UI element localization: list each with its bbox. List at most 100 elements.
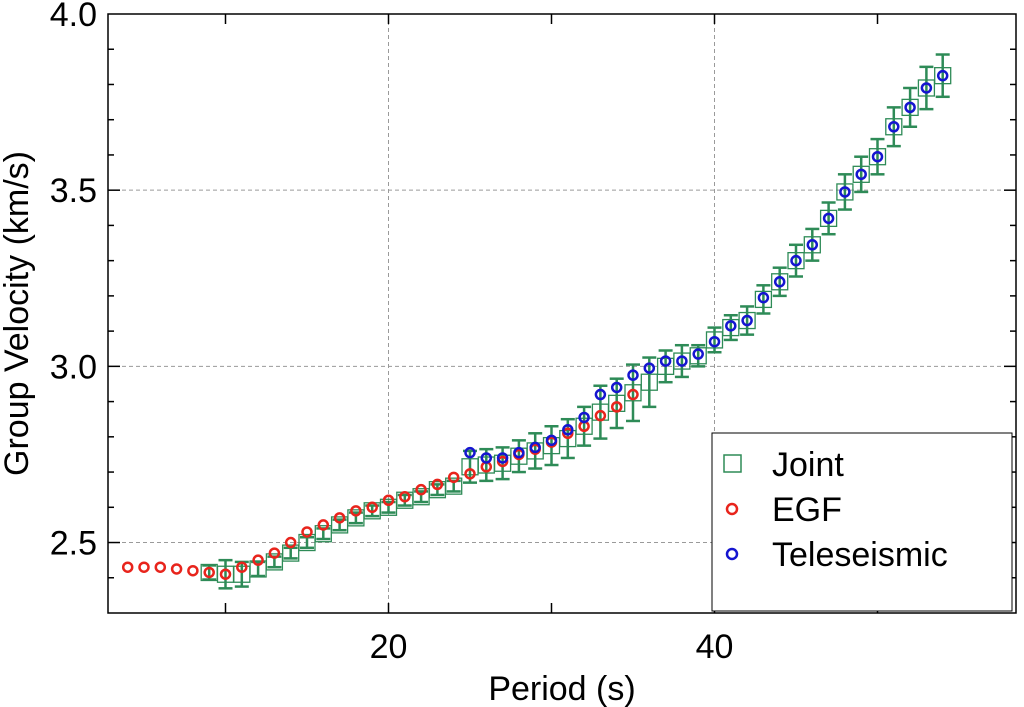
egf-point [284, 536, 297, 549]
egf-point [447, 471, 460, 484]
joint-point [771, 273, 789, 291]
teleseismic-point [594, 388, 607, 401]
teleseismic-point [741, 314, 753, 327]
joint-point [314, 525, 332, 543]
plot-frame [107, 13, 1017, 614]
egf-point [366, 501, 378, 514]
egf-point [138, 561, 150, 573]
teleseismic-point [464, 446, 476, 459]
egf-point [610, 401, 623, 413]
y-tick-label: 4.0 [50, 0, 97, 34]
egf-point [187, 564, 199, 577]
egf-point [203, 566, 215, 579]
teleseismic-point [920, 82, 933, 94]
teleseismic-point [725, 320, 737, 332]
legend-joint-marker [723, 454, 742, 473]
teleseismic-point [513, 446, 525, 459]
teleseismic-point [627, 369, 639, 381]
egf-point [350, 505, 362, 517]
egf-point [170, 563, 183, 575]
egf-point [317, 519, 330, 531]
legend-joint-label: Joint [772, 446, 844, 484]
joint-errorbars [202, 53, 950, 590]
legend-egf-marker [725, 502, 739, 516]
teleseismic-point [480, 452, 493, 464]
y-tick-label: 3.0 [50, 348, 97, 386]
egf-point [252, 554, 264, 566]
joint-point [282, 544, 300, 562]
joint-point [901, 98, 919, 117]
legend: Joint EGF Teleseismic [711, 432, 1013, 612]
teleseismic-series [464, 69, 949, 464]
teleseismic-point [496, 452, 509, 464]
teleseismic-point [806, 239, 819, 251]
joint-point [265, 553, 284, 571]
joint-point [689, 347, 707, 365]
egf-point [154, 561, 167, 573]
teleseismic-point [610, 381, 623, 394]
legend-teleseismic-label: Teleseismic [772, 536, 948, 574]
tick-labels: 20 40 2.5 3.0 3.5 4.0 [50, 0, 734, 666]
teleseismic-point [545, 434, 558, 447]
joint-point [445, 477, 463, 495]
teleseismic-point [578, 411, 590, 424]
joint-point [624, 384, 642, 402]
joint-point [705, 331, 724, 349]
legend-box [711, 432, 1013, 612]
x-axis-label: Period (s) [488, 670, 635, 707]
egf-point [594, 409, 607, 422]
teleseismic-point [692, 348, 704, 360]
egf-point [399, 490, 411, 503]
joint-point [738, 311, 756, 330]
teleseismic-point [855, 168, 867, 181]
joint-point [819, 209, 838, 228]
teleseismic-point [562, 424, 574, 436]
joint-point [559, 429, 577, 448]
joint-point [640, 373, 658, 391]
egf-point [333, 512, 346, 524]
egf-point [268, 547, 281, 559]
joint-point [787, 251, 805, 270]
joint-point [575, 417, 593, 435]
joint-point [298, 533, 316, 552]
y-tick-label: 2.5 [50, 525, 97, 563]
joint-point [836, 183, 854, 201]
teleseismic-point [936, 69, 949, 82]
egf-series [121, 388, 639, 580]
teleseismic-point [822, 212, 835, 225]
teleseismic-point [676, 355, 688, 367]
teleseismic-point [871, 150, 884, 163]
egf-point [301, 526, 313, 538]
x-tick-label: 20 [370, 628, 408, 666]
egf-point [464, 468, 476, 480]
x-tick-label: 40 [696, 628, 734, 666]
joint-point [803, 236, 821, 254]
teleseismic-point [904, 101, 916, 114]
legend-teleseismic-marker [725, 547, 739, 561]
joint-point [852, 165, 870, 183]
joint-point [917, 79, 936, 97]
teleseismic-point [839, 186, 851, 198]
joint-point [885, 118, 903, 136]
egf-point [382, 494, 395, 506]
joint-point [934, 67, 952, 85]
egf-point [121, 561, 134, 573]
joint-point [868, 148, 887, 166]
teleseismic-point [708, 335, 721, 348]
legend-egf-label: EGF [772, 491, 842, 529]
y-tick-label: 3.5 [50, 172, 97, 210]
egf-point [219, 568, 232, 580]
teleseismic-point [643, 362, 656, 374]
egf-point [627, 388, 639, 401]
teleseismic-point [659, 355, 672, 367]
teleseismic-point [757, 291, 770, 304]
teleseismic-point [529, 441, 541, 454]
teleseismic-point [773, 276, 786, 288]
teleseismic-point [790, 254, 802, 267]
egf-point [236, 561, 248, 573]
joint-point [754, 290, 773, 309]
egf-point [431, 478, 444, 491]
y-axis-label: Group Velocity (km/s) [0, 151, 36, 476]
egf-point [415, 483, 427, 496]
